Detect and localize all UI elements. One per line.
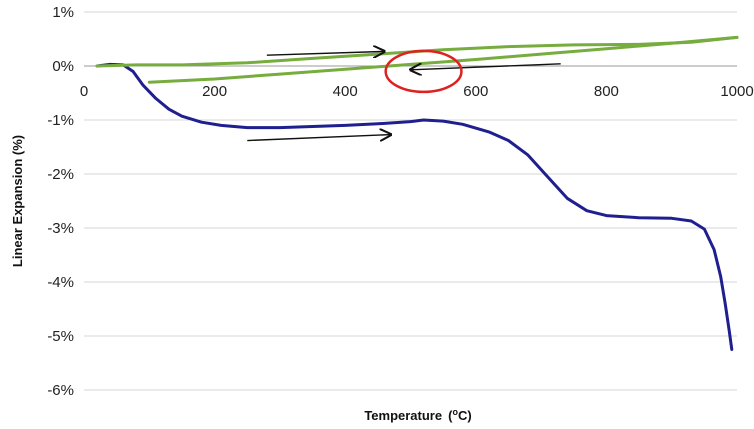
series-line-2 (147, 35, 739, 84)
direction-arrow-0 (266, 51, 385, 55)
series-line-0 (95, 62, 734, 351)
x-axis-title: Temperature (oC) (364, 407, 471, 423)
x-axis-title-degree: o (452, 407, 458, 417)
x-tick-label: 0 (80, 83, 88, 100)
y-tick-label: -3% (47, 220, 74, 237)
direction-arrow-2 (247, 135, 391, 141)
axis-ticks: 1% 0% -1% -2% -3% -4% -5% -6% 0 200 400 600 800 1000 (47, 4, 753, 399)
y-axis-title: Linear Expansion (%) (10, 135, 25, 267)
y-tick-label: -1% (47, 112, 74, 129)
x-tick-label: 200 (202, 83, 227, 100)
y-tick-label: 0% (52, 58, 74, 75)
plot-area (95, 35, 739, 351)
x-tick-label: 1000 (720, 83, 753, 100)
annotations (247, 49, 561, 141)
direction-arrow-1 (411, 64, 561, 70)
y-tick-label: -5% (47, 328, 74, 345)
highlight-ellipse (384, 49, 463, 94)
y-tick-label: -4% (47, 274, 74, 291)
x-tick-label: 600 (463, 83, 488, 100)
y-tick-label: 1% (52, 4, 74, 21)
x-axis-title-unit-close: C) (458, 408, 472, 423)
y-tick-label: -2% (47, 166, 74, 183)
x-axis-title-name: Temperature (364, 408, 442, 423)
x-tick-label: 800 (594, 83, 619, 100)
gridlines (84, 11, 737, 391)
y-tick-label: -6% (47, 382, 74, 399)
x-axis-title-unit-open: ( (448, 408, 453, 423)
x-tick-label: 400 (333, 83, 358, 100)
